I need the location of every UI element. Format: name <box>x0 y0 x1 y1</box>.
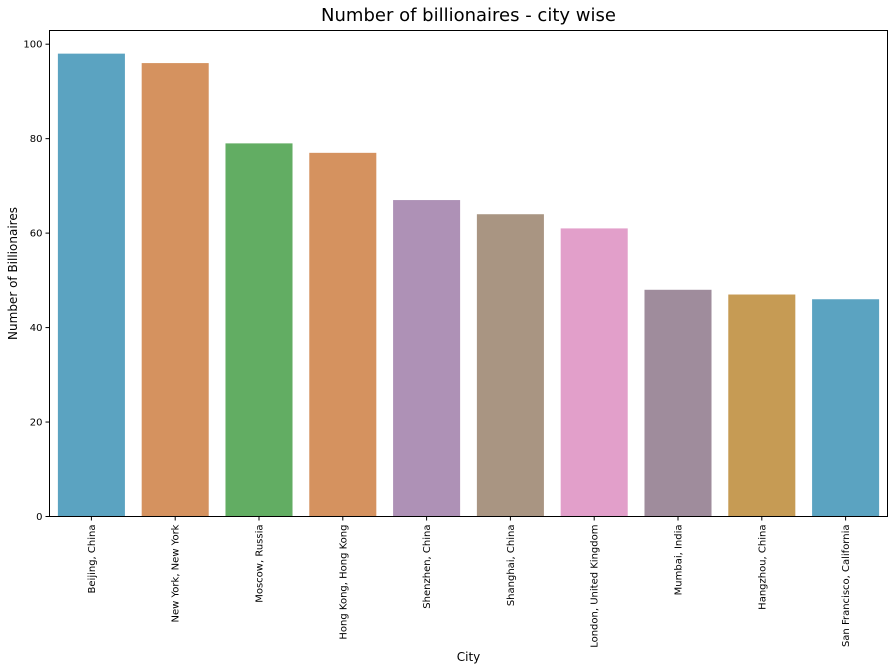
y-tick-label: 40 <box>30 323 43 334</box>
bar <box>309 152 377 517</box>
x-tick-label: Shenzhen, China <box>422 525 433 609</box>
bars-layer <box>57 53 880 517</box>
x-axis-title: City <box>457 650 481 664</box>
y-tick-label: 80 <box>30 134 43 145</box>
bar <box>728 294 796 517</box>
x-tick-label: London, United Kingdom <box>590 525 601 648</box>
bar <box>141 63 209 517</box>
x-axis: Beijing, China New York, New York Moscow, … <box>87 516 852 648</box>
x-tick-label: Mumbai, India <box>674 525 685 596</box>
bar <box>560 228 628 517</box>
x-tick-label: New York, New York <box>171 524 182 622</box>
bar <box>57 53 125 517</box>
bar <box>225 143 293 517</box>
y-tick-label: 100 <box>23 40 42 51</box>
x-tick-label: Moscow, Russia <box>255 525 266 603</box>
bar <box>812 299 880 517</box>
y-axis-title: Number of Billionaires <box>6 207 20 340</box>
bar <box>644 289 712 517</box>
x-tick-label: Hong Kong, Hong Kong <box>338 525 349 640</box>
y-axis: 0 20 40 60 80 100 <box>23 40 50 523</box>
x-tick-label: Hangzhou, China <box>757 525 768 610</box>
y-tick-label: 0 <box>36 512 42 523</box>
x-tick-label: Shanghai, China <box>506 525 517 607</box>
chart-title: Number of billionaires - city wise <box>321 5 616 26</box>
bar <box>476 214 544 517</box>
y-tick-label: 20 <box>30 418 43 429</box>
plot-frame <box>49 30 888 517</box>
y-tick-label: 60 <box>30 229 43 240</box>
bar <box>393 200 461 517</box>
x-tick-label: San Francisco, California <box>841 525 852 648</box>
x-tick-label: Beijing, China <box>87 525 98 594</box>
